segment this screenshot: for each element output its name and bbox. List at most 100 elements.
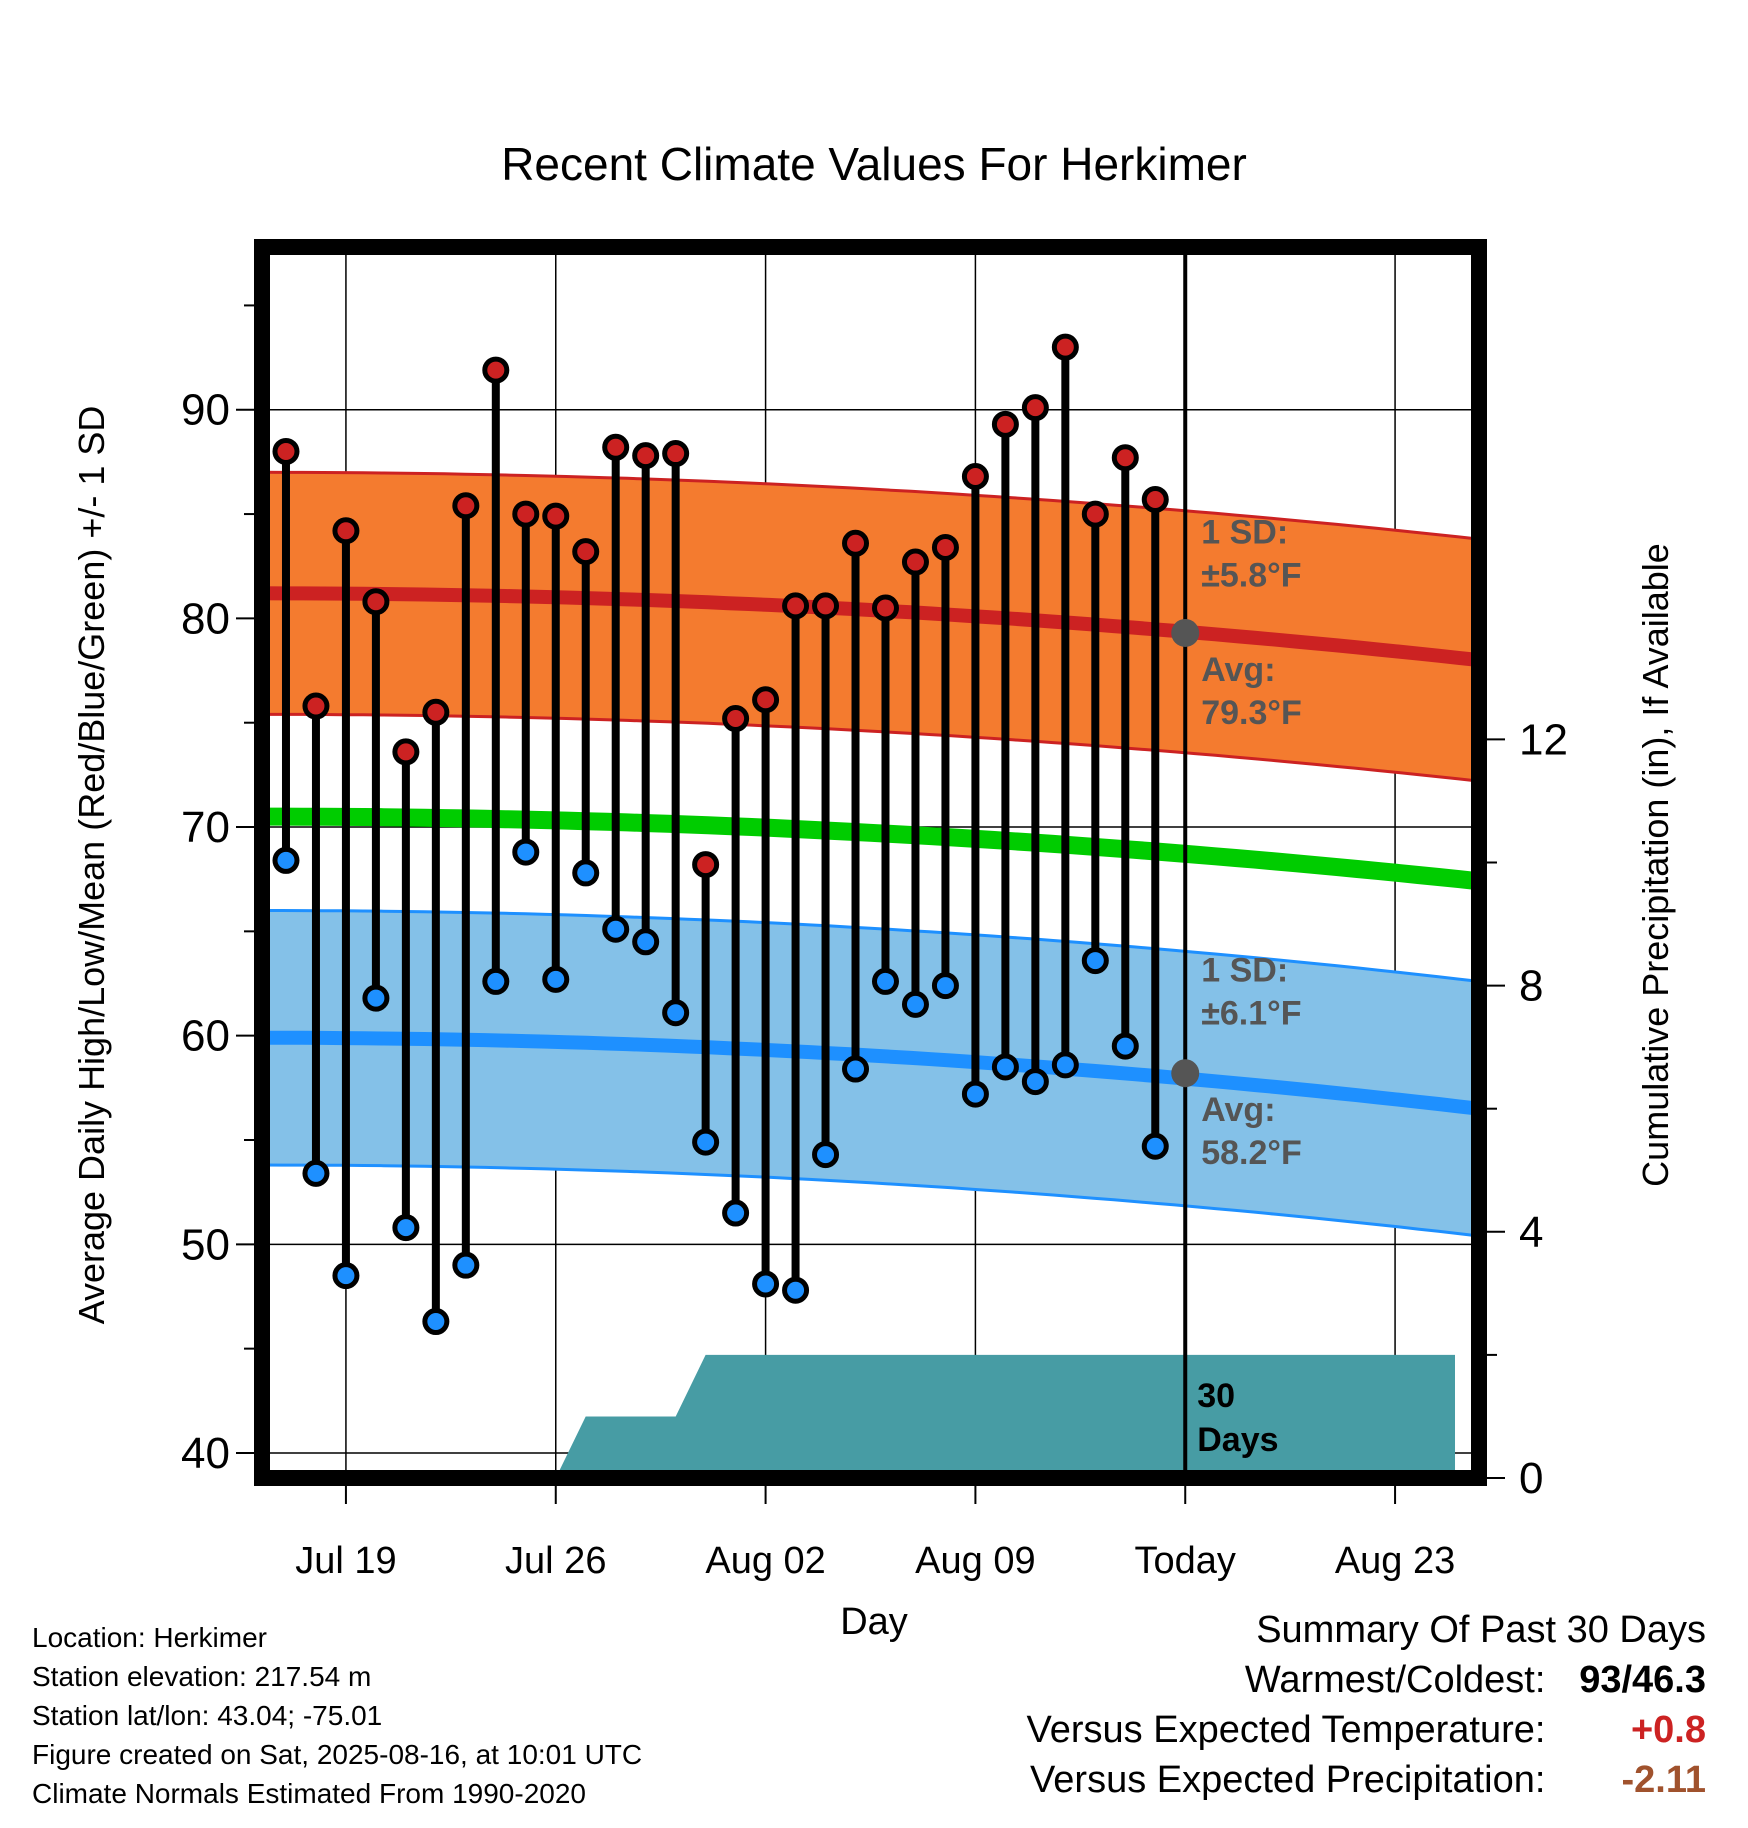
high-point (1021, 394, 1049, 422)
low-point (1141, 1132, 1169, 1160)
precip-label: Versus Expected Precipitation: (1030, 1759, 1546, 1801)
high-point (422, 698, 450, 726)
y-axis-label-left: Average Daily High/Low/Mean (Red/Blue/Gr… (71, 406, 112, 1325)
low-point (692, 1128, 720, 1156)
y-tick-label-left: 80 (181, 594, 230, 643)
x-tick-label: Jul 19 (295, 1540, 396, 1582)
low-point (662, 999, 690, 1027)
y-tick-label-left: 90 (181, 386, 230, 435)
low-point (961, 1080, 989, 1108)
low-avg-annotation: Avg: 58.2°F (1201, 1091, 1302, 1172)
high-point (991, 410, 1019, 438)
low-point (752, 1270, 780, 1298)
y-tick-label-right: 12 (1519, 715, 1568, 764)
high-point (662, 440, 690, 468)
low-point (931, 972, 959, 1000)
x-tick-label: Today (1135, 1540, 1236, 1582)
low-point (512, 838, 540, 866)
low-point (632, 928, 660, 956)
y-tick-label-left: 50 (181, 1220, 230, 1269)
high-point (842, 529, 870, 557)
high-point (722, 705, 750, 733)
days-annotation: 30 Days (1197, 1377, 1278, 1459)
high-point (961, 463, 989, 491)
plot-area-group (262, 247, 1479, 1478)
low-point (392, 1214, 420, 1242)
high-point (602, 433, 630, 461)
low-point (422, 1308, 450, 1336)
low-point (722, 1199, 750, 1227)
y-axis-label-right: Cumulative Precipitation (in), If Availa… (1635, 543, 1676, 1187)
high-sd-band (262, 472, 1479, 782)
warmest-row: Warmest/Coldest: 93/46.3 (1027, 1655, 1706, 1705)
high-point (692, 851, 720, 879)
high-point (362, 588, 390, 616)
high-sd-annotation: 1 SD: ±5.8°F (1201, 513, 1301, 594)
y-tick-label-left: 70 (181, 803, 230, 852)
low-sd-band (262, 910, 1479, 1236)
high-point (1141, 485, 1169, 513)
high-point (871, 594, 899, 622)
x-tick-label: Aug 09 (915, 1540, 1035, 1582)
high-point (1051, 333, 1079, 361)
low-point (542, 965, 570, 993)
low-point (871, 967, 899, 995)
high-point (782, 592, 810, 620)
low-point (602, 915, 630, 943)
precip-row: Versus Expected Precipitation: -2.11 (1027, 1755, 1706, 1805)
high-point (572, 538, 600, 566)
precip-value: -2.11 (1621, 1759, 1706, 1801)
high-avg-annotation: Avg: 79.3°F (1201, 651, 1302, 732)
low-point (362, 984, 390, 1012)
high-point (752, 686, 780, 714)
low-point (452, 1251, 480, 1279)
warmest-value: 93/46.3 (1579, 1659, 1706, 1701)
warmest-label: Warmest/Coldest: (1244, 1659, 1546, 1701)
low-point (572, 859, 600, 887)
low-point (782, 1276, 810, 1304)
summary-heading: Summary Of Past 30 Days (1256, 1609, 1706, 1651)
low-point (842, 1055, 870, 1083)
high-sd-upper-line (262, 470, 1479, 541)
y-tick-label-right: 4 (1519, 1208, 1543, 1257)
high-point (482, 356, 510, 384)
high-point (1081, 500, 1109, 528)
low-point (1051, 1051, 1079, 1079)
y-tick-label-left: 60 (181, 1012, 230, 1061)
created-text: Figure created on Sat, 2025-08-16, at 10… (32, 1739, 643, 1770)
high-point (931, 533, 959, 561)
x-tick-label: Jul 26 (505, 1540, 606, 1582)
y-tick-label-left: 40 (181, 1429, 230, 1478)
chart-title: Recent Climate Values For Herkimer (501, 138, 1247, 190)
low-point (812, 1141, 840, 1169)
temp-label: Versus Expected Temperature: (1026, 1709, 1546, 1751)
high-point (302, 692, 330, 720)
low-point (1081, 947, 1109, 975)
high-point (901, 548, 929, 576)
plot-frame (254, 239, 1487, 1486)
low-point (901, 990, 929, 1018)
high-point (512, 500, 540, 528)
latlon-text: Station lat/lon: 43.04; -75.01 (32, 1700, 383, 1731)
high-point (1111, 444, 1139, 472)
low-point (991, 1053, 1019, 1081)
x-tick-label: Aug 02 (705, 1540, 825, 1582)
low-point (302, 1159, 330, 1187)
low-point (272, 846, 300, 874)
low-point (1111, 1032, 1139, 1060)
temp-value: +0.8 (1630, 1709, 1706, 1751)
y-tick-label-right: 8 (1519, 962, 1543, 1011)
elevation-text: Station elevation: 217.54 m (32, 1661, 372, 1692)
low-sd-annotation: 1 SD: ±6.1°F (1201, 951, 1301, 1032)
high-point (272, 437, 300, 465)
high-point (332, 517, 360, 545)
high-point (632, 442, 660, 470)
low-point (1021, 1068, 1049, 1096)
high-point (812, 592, 840, 620)
summary-panel: Summary Of Past 30 Days Warmest/Coldest:… (1027, 1605, 1706, 1805)
high-point (452, 492, 480, 520)
precip-area (555, 1354, 1456, 1478)
today-low-avg-marker (1171, 1059, 1200, 1088)
station-info: Location: Herkimer Station elevation: 21… (32, 1618, 642, 1813)
